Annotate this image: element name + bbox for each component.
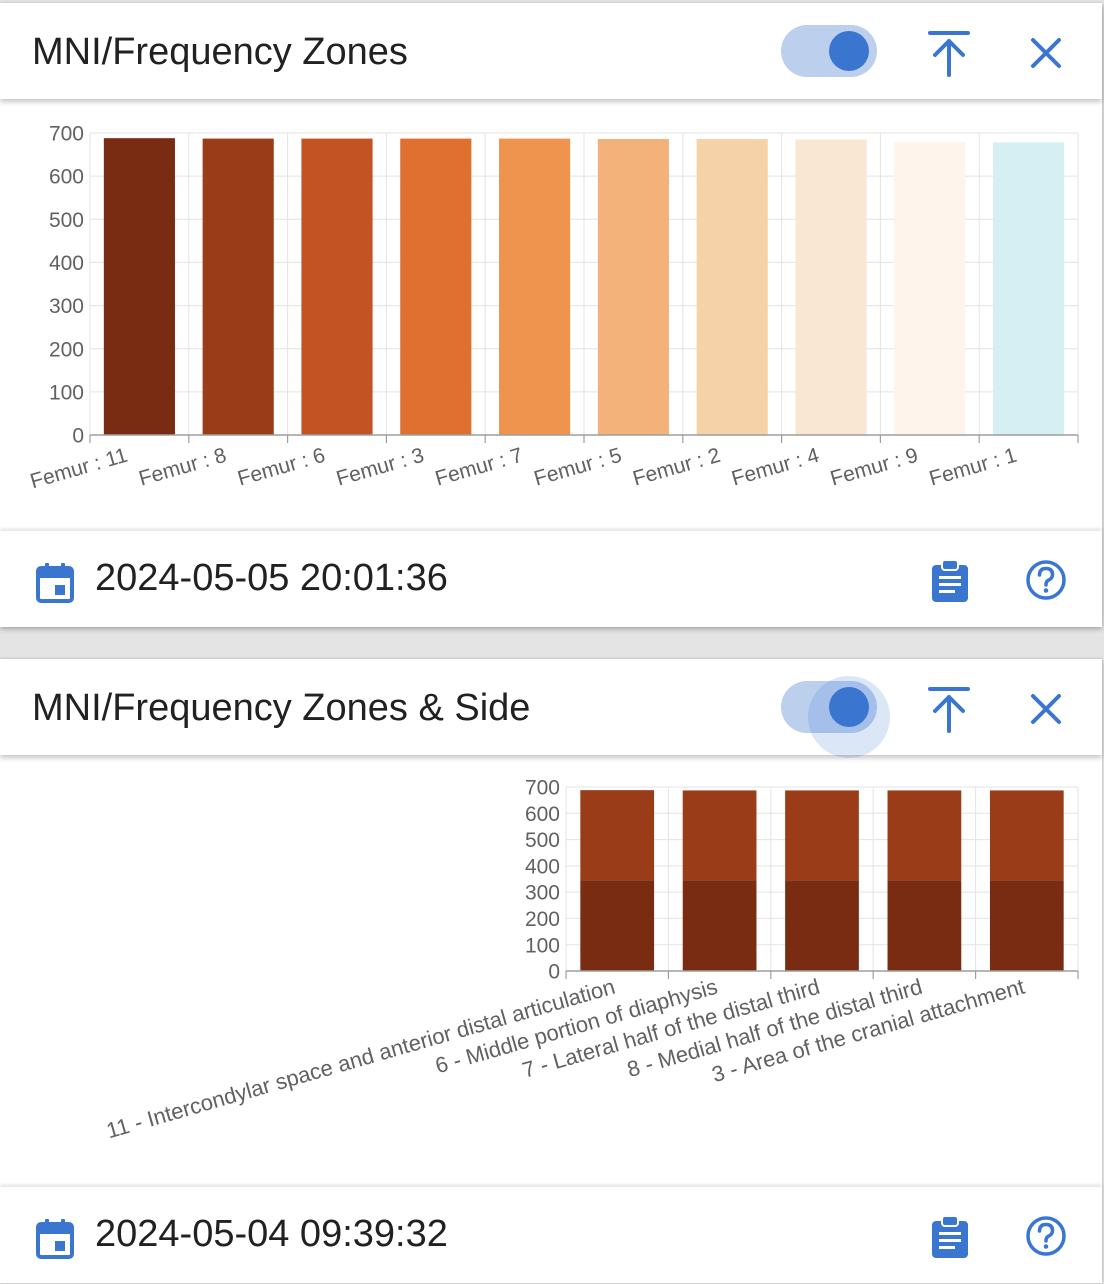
visibility-toggle[interactable]: [781, 25, 877, 77]
bar[interactable]: [202, 138, 274, 435]
y-tick-label: 500: [49, 209, 84, 232]
y-tick-label: 700: [525, 777, 560, 800]
arrow-collapse-up-icon[interactable]: [926, 29, 972, 77]
clipboard-text-icon[interactable]: [930, 559, 970, 603]
bar-chart: 0 100 200 300 400 500 600 700 Femur : 11 Femur : …: [0, 99, 1102, 536]
bar[interactable]: [993, 142, 1065, 435]
x-tick-label: Femur : 11: [28, 444, 130, 494]
bar-segment[interactable]: [580, 790, 655, 881]
clipboard-text-icon[interactable]: [930, 1215, 970, 1259]
y-tick-label: 500: [525, 829, 560, 852]
bar[interactable]: [795, 139, 867, 435]
bar-segment[interactable]: [887, 880, 962, 971]
x-tick-label: Femur : 9: [828, 444, 921, 491]
bar-segment[interactable]: [580, 880, 655, 971]
timestamp: 2024-05-04 09:39:32: [95, 1213, 448, 1255]
calendar-icon: [36, 1219, 74, 1259]
close-icon[interactable]: [1030, 693, 1062, 725]
x-tick-label: Femur : 4: [729, 444, 822, 491]
bar-segment[interactable]: [785, 790, 859, 881]
y-tick-label: 600: [49, 166, 84, 189]
toggle-knob: [829, 687, 869, 727]
stacked-bar-chart: 0 100 200 300 400 500 600 700 11 - Intercondylar…: [0, 755, 1102, 1192]
bar-segment[interactable]: [785, 880, 859, 971]
y-tick-label: 0: [548, 961, 560, 984]
y-tick-label: 400: [49, 252, 84, 275]
close-icon[interactable]: [1030, 37, 1062, 69]
panel-footer: 2024-05-05 20:01:36: [0, 531, 1102, 627]
x-tick-label: Femur : 7: [433, 444, 526, 491]
y-tick-label: 400: [525, 855, 560, 878]
bar[interactable]: [894, 142, 966, 435]
arrow-collapse-up-icon[interactable]: [926, 685, 972, 733]
y-tick-label: 300: [525, 882, 560, 905]
x-tick-label: Femur : 2: [630, 444, 723, 491]
x-tick-label: Femur : 3: [334, 444, 427, 491]
bar[interactable]: [696, 139, 768, 435]
bar[interactable]: [400, 138, 472, 435]
calendar-icon: [36, 563, 74, 603]
timestamp: 2024-05-05 20:01:36: [95, 557, 448, 599]
y-tick-label: 600: [525, 803, 560, 826]
panel-footer: 2024-05-04 09:39:32: [0, 1187, 1102, 1283]
panel-header: MNI/Frequency Zones: [0, 3, 1102, 99]
x-tick-label: Femur : 5: [531, 444, 624, 491]
x-tick-label: Femur : 8: [136, 444, 229, 491]
bar-segment[interactable]: [989, 790, 1064, 881]
y-tick-label: 100: [525, 934, 560, 957]
panel-title: MNI/Frequency Zones & Side: [32, 687, 531, 729]
bar-segment[interactable]: [682, 790, 757, 881]
visibility-toggle[interactable]: [781, 676, 890, 758]
toggle-knob: [829, 31, 869, 71]
bar[interactable]: [301, 138, 373, 435]
help-circle-icon[interactable]: [1025, 1215, 1067, 1257]
y-tick-label: 300: [49, 295, 84, 318]
bars: [103, 138, 1065, 436]
panel-header: MNI/Frequency Zones & Side: [0, 659, 1102, 758]
y-tick-label: 200: [49, 338, 84, 361]
bar[interactable]: [103, 138, 175, 436]
bars: [580, 790, 1064, 971]
x-tick-label: Femur : 1: [927, 444, 1020, 491]
x-tick-label: Femur : 6: [235, 444, 328, 491]
y-tick-label: 700: [49, 123, 84, 146]
y-tick-label: 0: [72, 425, 84, 448]
help-circle-icon[interactable]: [1025, 559, 1067, 601]
bar-segment[interactable]: [989, 880, 1064, 971]
chart-panel-zones-side: MNI/Frequency Zones & Side 0 100 200 300 400…: [0, 659, 1102, 1283]
chart-panel-zones: MNI/Frequency Zones 0 100 200 300 400 500 600 7…: [0, 3, 1102, 627]
y-tick-label: 200: [525, 908, 560, 931]
bar-segment[interactable]: [682, 880, 757, 971]
panel-title: MNI/Frequency Zones: [32, 31, 408, 73]
bar[interactable]: [597, 139, 669, 435]
y-tick-label: 100: [49, 381, 84, 404]
bar-segment[interactable]: [887, 790, 962, 881]
bar[interactable]: [499, 138, 571, 435]
